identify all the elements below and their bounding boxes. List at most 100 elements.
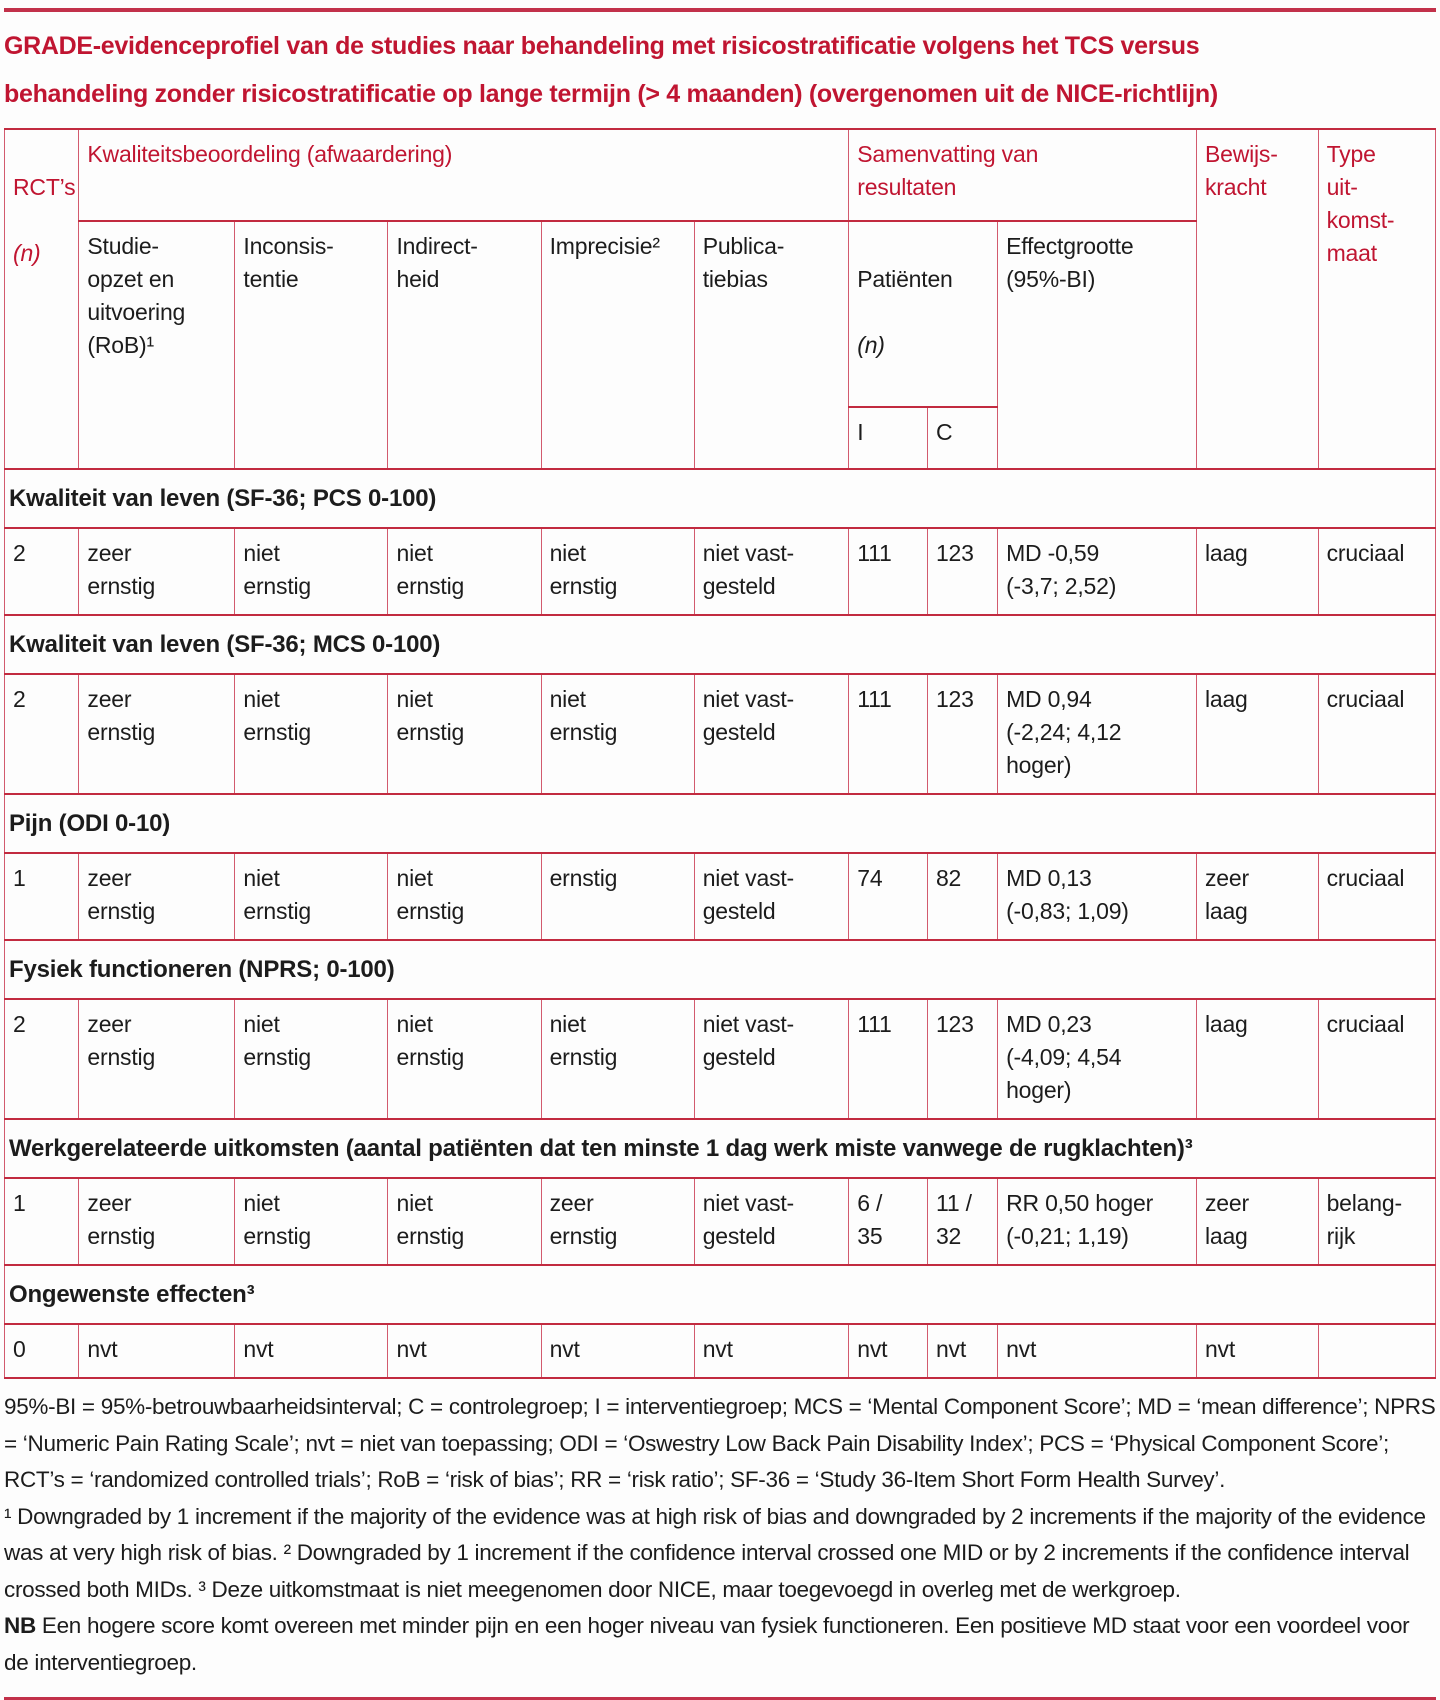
cell-bewijskracht: zeer laag xyxy=(1195,1178,1319,1265)
cell-studieopzet: zeer ernstig xyxy=(78,999,236,1119)
cell-patienten-i: 74 xyxy=(848,853,928,940)
cell-studieopzet: zeer ernstig xyxy=(78,853,236,940)
cell-patienten-c: nvt xyxy=(926,1324,999,1378)
section-fysiek-functioneren: Fysiek functioneren (NPRS; 0-100) 2 zeer… xyxy=(3,940,1437,1119)
cell-indirectheid: niet ernstig xyxy=(387,674,542,794)
cell-type-uitkomstmaat: belang- rijk xyxy=(1317,1178,1437,1265)
section-label: Werkgerelateerde uitkomsten (aantal pati… xyxy=(4,1119,1436,1178)
cell-indirectheid: niet ernstig xyxy=(387,999,542,1119)
cell-imprecisie: nvt xyxy=(540,1324,695,1378)
cell-studieopzet: zeer ernstig xyxy=(78,674,236,794)
cell-patienten-c: 11 / 32 xyxy=(926,1178,999,1265)
cell-patienten-i: 6 / 35 xyxy=(848,1178,928,1265)
header-inconsistentie: Inconsis- tentie xyxy=(234,221,389,469)
cell-type-uitkomstmaat: cruciaal xyxy=(1317,853,1437,940)
cell-rcts: 1 xyxy=(3,1178,80,1265)
cell-type-uitkomstmaat: cruciaal xyxy=(1317,999,1437,1119)
cell-indirectheid: niet ernstig xyxy=(387,853,542,940)
header-rcts-n: (n) xyxy=(13,240,41,266)
footnote-nb-label: NB xyxy=(4,1613,36,1638)
cell-publicatiebias: niet vast- gesteld xyxy=(693,674,850,794)
cell-bewijskracht: laag xyxy=(1195,999,1319,1119)
cell-rcts: 2 xyxy=(3,528,80,615)
cell-publicatiebias: niet vast- gesteld xyxy=(693,999,850,1119)
top-rule xyxy=(4,8,1436,12)
cell-imprecisie: zeer ernstig xyxy=(540,1178,695,1265)
cell-inconsistentie: niet ernstig xyxy=(234,674,389,794)
cell-type-uitkomstmaat xyxy=(1317,1324,1437,1378)
footnote-nb: NB Een hogere score komt overeen met min… xyxy=(4,1608,1436,1681)
cell-bewijskracht: laag xyxy=(1195,528,1319,615)
table-title: GRADE-evidenceprofiel van de studies naa… xyxy=(4,32,1218,108)
footnote-abbreviations: 95%-BI = 95%-betrouwbaarheidsinterval; C… xyxy=(4,1394,1436,1492)
cell-rcts: 0 xyxy=(3,1324,80,1378)
cell-imprecisie: niet ernstig xyxy=(540,528,695,615)
cell-studieopzet: zeer ernstig xyxy=(78,528,236,615)
cell-rcts: 2 xyxy=(3,999,80,1119)
cell-indirectheid: nvt xyxy=(387,1324,542,1378)
table-header: RCT’s (n) Kwaliteitsbeoordeling (afwaard… xyxy=(3,129,1437,469)
cell-imprecisie: ernstig xyxy=(540,853,695,940)
section-werkgerelateerd: Werkgerelateerde uitkomsten (aantal pati… xyxy=(3,1119,1437,1265)
header-effectgrootte: Effectgrootte (95%-BI) xyxy=(997,221,1197,469)
cell-publicatiebias: niet vast- gesteld xyxy=(693,853,850,940)
header-controle: C xyxy=(926,407,999,469)
header-indirectheid: Indirect- heid xyxy=(387,221,542,469)
cell-bewijskracht: laag xyxy=(1195,674,1319,794)
table-row: 0 nvt nvt nvt nvt nvt nvt nvt nvt nvt xyxy=(3,1324,1437,1378)
cell-bewijskracht: zeer laag xyxy=(1195,853,1319,940)
header-rcts: RCT’s (n) xyxy=(3,129,80,469)
cell-rcts: 1 xyxy=(3,853,80,940)
header-summary-group: Samenvatting van resultaten xyxy=(848,129,1197,221)
cell-publicatiebias: niet vast- gesteld xyxy=(693,1178,850,1265)
cell-patienten-i: nvt xyxy=(848,1324,928,1378)
cell-patienten-i: 111 xyxy=(848,674,928,794)
header-interventie: I xyxy=(848,407,928,469)
section-pijn: Pijn (ODI 0-10) 1 zeer ernstig niet erns… xyxy=(3,794,1437,940)
cell-effectgrootte: MD 0,13 (-0,83; 1,09) xyxy=(997,853,1197,940)
cell-imprecisie: niet ernstig xyxy=(540,999,695,1119)
section-kwaliteit-mcs: Kwaliteit van leven (SF-36; MCS 0-100) 2… xyxy=(3,615,1437,794)
table-row: 1 zeer ernstig niet ernstig niet ernstig… xyxy=(3,853,1437,940)
section-header-row: Kwaliteit van leven (SF-36; PCS 0-100) xyxy=(4,469,1436,528)
footnote-downgrades: ¹ Downgraded by 1 increment if the major… xyxy=(4,1503,1426,1602)
header-patienten-n: (n) xyxy=(857,332,885,358)
cell-patienten-c: 123 xyxy=(926,528,999,615)
section-header-row: Kwaliteit van leven (SF-36; MCS 0-100) xyxy=(4,615,1436,674)
section-label: Ongewenste effecten³ xyxy=(4,1265,1436,1324)
section-label: Fysiek functioneren (NPRS; 0-100) xyxy=(4,940,1436,999)
cell-inconsistentie: niet ernstig xyxy=(234,853,389,940)
section-header-row: Fysiek functioneren (NPRS; 0-100) xyxy=(4,940,1436,999)
cell-type-uitkomstmaat: cruciaal xyxy=(1317,674,1437,794)
section-ongewenste-effecten: Ongewenste effecten³ 0 nvt nvt nvt nvt n… xyxy=(3,1265,1437,1378)
header-type-uitkomstmaat: Type uit- komst- maat xyxy=(1317,129,1437,469)
table-row: 2 zeer ernstig niet ernstig niet ernstig… xyxy=(3,528,1437,615)
table-row: 2 zeer ernstig niet ernstig niet ernstig… xyxy=(3,999,1437,1119)
cell-patienten-i: 111 xyxy=(848,999,928,1119)
cell-studieopzet: nvt xyxy=(78,1324,236,1378)
section-label: Pijn (ODI 0-10) xyxy=(4,794,1436,853)
grade-evidence-table: RCT’s (n) Kwaliteitsbeoordeling (afwaard… xyxy=(3,128,1437,1379)
cell-indirectheid: niet ernstig xyxy=(387,528,542,615)
cell-inconsistentie: nvt xyxy=(234,1324,389,1378)
cell-effectgrootte: nvt xyxy=(997,1324,1197,1378)
cell-effectgrootte: MD 0,94 (-2,24; 4,12 hoger) xyxy=(997,674,1197,794)
cell-imprecisie: niet ernstig xyxy=(540,674,695,794)
section-label: Kwaliteit van leven (SF-36; MCS 0-100) xyxy=(4,615,1436,674)
cell-patienten-i: 111 xyxy=(848,528,928,615)
cell-indirectheid: niet ernstig xyxy=(387,1178,542,1265)
section-header-row: Ongewenste effecten³ xyxy=(4,1265,1436,1324)
cell-effectgrootte: MD 0,23 (-4,09; 4,54 hoger) xyxy=(997,999,1197,1119)
cell-publicatiebias: nvt xyxy=(693,1324,850,1378)
section-header-row: Werkgerelateerde uitkomsten (aantal pati… xyxy=(4,1119,1436,1178)
header-group-row: RCT’s (n) Kwaliteitsbeoordeling (afwaard… xyxy=(3,129,1437,469)
section-kwaliteit-pcs: Kwaliteit van leven (SF-36; PCS 0-100) 2… xyxy=(3,469,1437,615)
cell-effectgrootte: RR 0,50 hoger (-0,21; 1,19) xyxy=(997,1178,1197,1265)
cell-effectgrootte: MD -0,59 (-3,7; 2,52) xyxy=(997,528,1197,615)
header-rcts-label: RCT’s xyxy=(13,174,76,200)
document-page: GRADE-evidenceprofiel van de studies naa… xyxy=(0,8,1440,1700)
cell-patienten-c: 123 xyxy=(926,674,999,794)
header-bewijskracht: Bewijs- kracht xyxy=(1195,129,1319,469)
cell-patienten-c: 82 xyxy=(926,853,999,940)
cell-studieopzet: zeer ernstig xyxy=(78,1178,236,1265)
